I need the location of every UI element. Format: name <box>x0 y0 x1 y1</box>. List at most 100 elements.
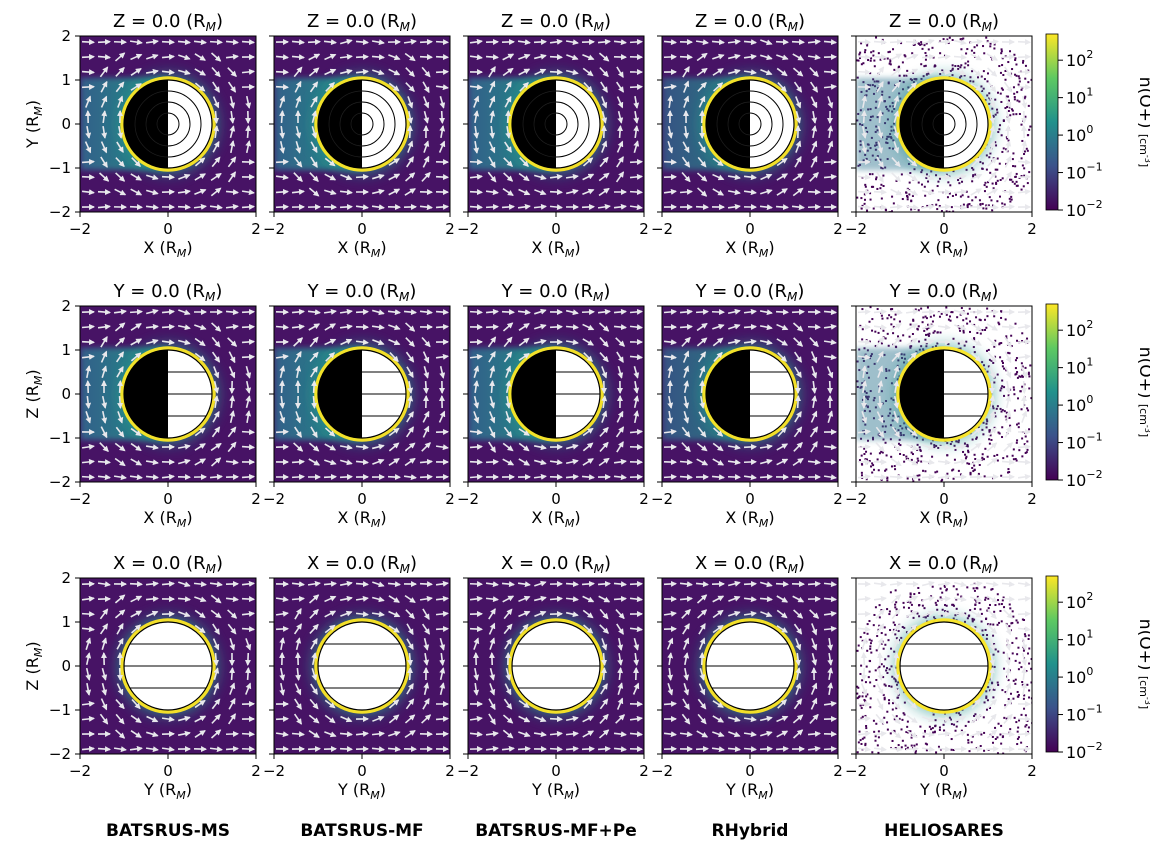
panel-y-4: Y = 0.0 (RM) −2 0 2 X (RM) <box>845 281 1037 530</box>
panel-y-0: Y = 0.0 (RM) −2 0 2 X (RM) 2 1 0 −1 −2 Z (RM) <box>23 281 261 530</box>
x-axis-label: X (RM) <box>725 508 774 530</box>
panel-x-0: X = 0.0 (RM) −2 0 2 Y (RM) 2 1 0 −1 −2 Z (RM) <box>23 553 261 802</box>
colorbar-label: n(O+) [cm-3] <box>1135 347 1150 437</box>
panel-title: Y = 0.0 (RM) <box>307 281 417 304</box>
x-tick-label: −2 <box>845 220 867 238</box>
x-tick-label: 2 <box>1027 762 1037 780</box>
x-axis-label: X (RM) <box>919 508 968 530</box>
planet-disk <box>899 79 989 169</box>
x-tick-label: 0 <box>939 490 949 508</box>
planet-disk <box>511 79 601 169</box>
panel-x-2: X = 0.0 (RM) −2 0 2 Y (RM) <box>457 553 649 802</box>
x-tick-label: −2 <box>457 490 479 508</box>
model-label: RHybrid <box>712 821 789 841</box>
model-label: BATSRUS-MS <box>106 821 230 841</box>
panel-title: Z = 0.0 (RM) <box>889 11 999 34</box>
panel-z-1: Z = 0.0 (RM) −2 0 2 X (RM) <box>263 11 455 260</box>
x-tick-label: −2 <box>69 762 91 780</box>
flow-vectors <box>857 580 1031 753</box>
x-tick-label: 2 <box>251 220 261 238</box>
colorbar: 102 101 100 10−1 10−2 n(O+) [cm-3] <box>1045 33 1150 220</box>
planet-disk <box>899 621 989 711</box>
y-tick-label: 1 <box>61 71 71 89</box>
x-tick-label: 2 <box>445 220 455 238</box>
colorbar-label: n(O+) [cm-3] <box>1135 77 1150 167</box>
colorbar-tick-label: 10−1 <box>1066 431 1103 453</box>
colorbar-tick-label: 100 <box>1066 123 1093 145</box>
panel-title: Y = 0.0 (RM) <box>113 281 223 304</box>
x-tick-label: 2 <box>639 762 649 780</box>
x-tick-label: 0 <box>551 490 561 508</box>
x-tick-label: −2 <box>651 762 673 780</box>
x-tick-label: −2 <box>457 762 479 780</box>
colorbar: 102 101 100 10−1 10−2 n(O+) [cm-3] <box>1045 303 1150 490</box>
planet-disk <box>317 349 407 439</box>
x-tick-label: 0 <box>163 762 173 780</box>
x-tick-label: −2 <box>69 490 91 508</box>
panel-title: Z = 0.0 (RM) <box>501 11 611 34</box>
colorbar-tick-label: 100 <box>1066 393 1093 415</box>
x-tick-label: −2 <box>457 220 479 238</box>
x-tick-label: 2 <box>833 762 843 780</box>
x-axis-label: X (RM) <box>531 238 580 260</box>
planet-disk <box>317 79 407 169</box>
colorbar-tick-label: 10−1 <box>1066 703 1103 725</box>
x-axis-label: X (RM) <box>919 238 968 260</box>
panel-x-1: X = 0.0 (RM) −2 0 2 Y (RM) <box>263 553 455 802</box>
x-tick-label: −2 <box>263 490 285 508</box>
flow-vectors <box>469 38 643 211</box>
colorbar-tick-label: 10−2 <box>1066 740 1103 762</box>
colorbar-tick-label: 10−1 <box>1066 161 1103 183</box>
panel-y-1: Y = 0.0 (RM) −2 0 2 X (RM) <box>263 281 455 530</box>
y-tick-label: −2 <box>49 473 71 491</box>
x-tick-label: −2 <box>263 762 285 780</box>
panel-x-4: X = 0.0 (RM) −2 0 2 Y (RM) <box>845 553 1037 802</box>
colorbar-label: n(O+) [cm-3] <box>1135 619 1150 709</box>
planet-disk <box>123 349 213 439</box>
planet-disk <box>705 349 795 439</box>
x-axis-label: X (RM) <box>337 238 386 260</box>
flow-vectors <box>81 580 255 753</box>
colorbar-tick-label: 101 <box>1066 86 1093 108</box>
x-tick-label: 0 <box>551 762 561 780</box>
flow-vectors <box>275 580 449 753</box>
planet-disk <box>123 621 213 711</box>
y-tick-label: 0 <box>61 115 71 133</box>
flow-vectors <box>663 38 837 211</box>
y-tick-label: −1 <box>49 159 71 177</box>
x-tick-label: 2 <box>833 490 843 508</box>
x-tick-label: 0 <box>357 490 367 508</box>
x-tick-label: 0 <box>745 220 755 238</box>
y-tick-label: −1 <box>49 429 71 447</box>
colorbar-tick-label: 10−2 <box>1066 468 1103 490</box>
flow-vectors <box>857 308 1031 481</box>
panel-x-3: X = 0.0 (RM) −2 0 2 Y (RM) <box>651 553 843 802</box>
x-tick-label: 2 <box>445 490 455 508</box>
x-tick-label: 0 <box>163 490 173 508</box>
y-tick-label: −2 <box>49 745 71 763</box>
x-tick-label: 0 <box>939 762 949 780</box>
planet-disk <box>899 349 989 439</box>
colorbar: 102 101 100 10−1 10−2 n(O+) [cm-3] <box>1045 575 1150 762</box>
panel-title: Z = 0.0 (RM) <box>113 11 223 34</box>
x-tick-label: 2 <box>1027 220 1037 238</box>
colorbar-tick-label: 100 <box>1066 665 1093 687</box>
panel-title: X = 0.0 (RM) <box>889 553 999 576</box>
x-tick-label: 0 <box>357 762 367 780</box>
planet-disk <box>705 79 795 169</box>
x-axis-label: Y (RM) <box>337 780 386 802</box>
x-tick-label: 2 <box>251 490 261 508</box>
x-axis-label: Y (RM) <box>531 780 580 802</box>
flow-vectors <box>857 38 1031 211</box>
flow-vectors <box>469 308 643 481</box>
x-tick-label: 2 <box>445 762 455 780</box>
y-tick-label: −1 <box>49 701 71 719</box>
y-tick-label: 1 <box>61 341 71 359</box>
model-label: BATSRUS-MF <box>300 821 423 841</box>
panel-grid: Z = 0.0 (RM) −2 0 2 X (RM) 2 1 0 −1 −2 Y (RM) Z = 0… <box>23 11 1037 802</box>
x-axis-label: X (RM) <box>143 508 192 530</box>
x-axis-label: X (RM) <box>143 238 192 260</box>
x-axis-label: X (RM) <box>531 508 580 530</box>
flow-vectors <box>275 38 449 211</box>
